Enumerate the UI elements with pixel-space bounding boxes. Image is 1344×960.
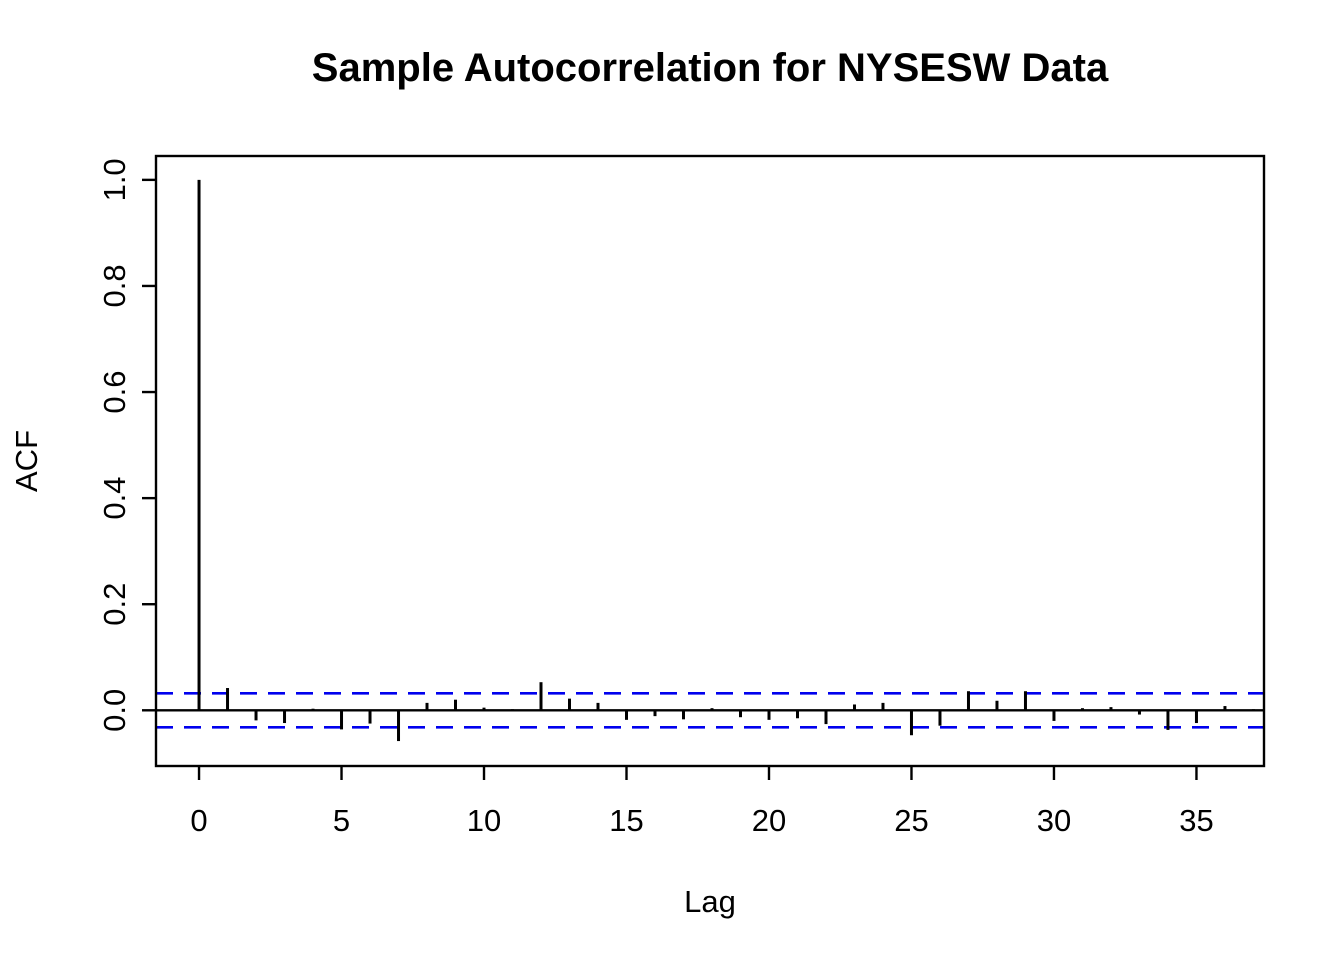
x-axis-label: Lag: [684, 884, 736, 919]
x-tick-label: 25: [894, 803, 928, 838]
x-tick-label: 35: [1179, 803, 1213, 838]
x-tick-label: 20: [752, 803, 786, 838]
x-tick-label: 30: [1037, 803, 1071, 838]
x-tick-label: 0: [190, 803, 207, 838]
x-tick-label: 15: [609, 803, 643, 838]
x-tick-label: 5: [333, 803, 350, 838]
y-tick-label: 0.8: [97, 264, 132, 307]
plot-box: [154, 154, 1266, 768]
y-tick-label: 0.0: [97, 689, 132, 732]
y-tick-label: 0.2: [97, 583, 132, 626]
y-tick-label: 0.6: [97, 370, 132, 413]
y-tick-label: 1.0: [97, 158, 132, 201]
chart-title: Sample Autocorrelation for NYSESW Data: [311, 46, 1109, 90]
y-tick-label: 0.4: [97, 477, 132, 520]
x-tick-label: 10: [467, 803, 501, 838]
